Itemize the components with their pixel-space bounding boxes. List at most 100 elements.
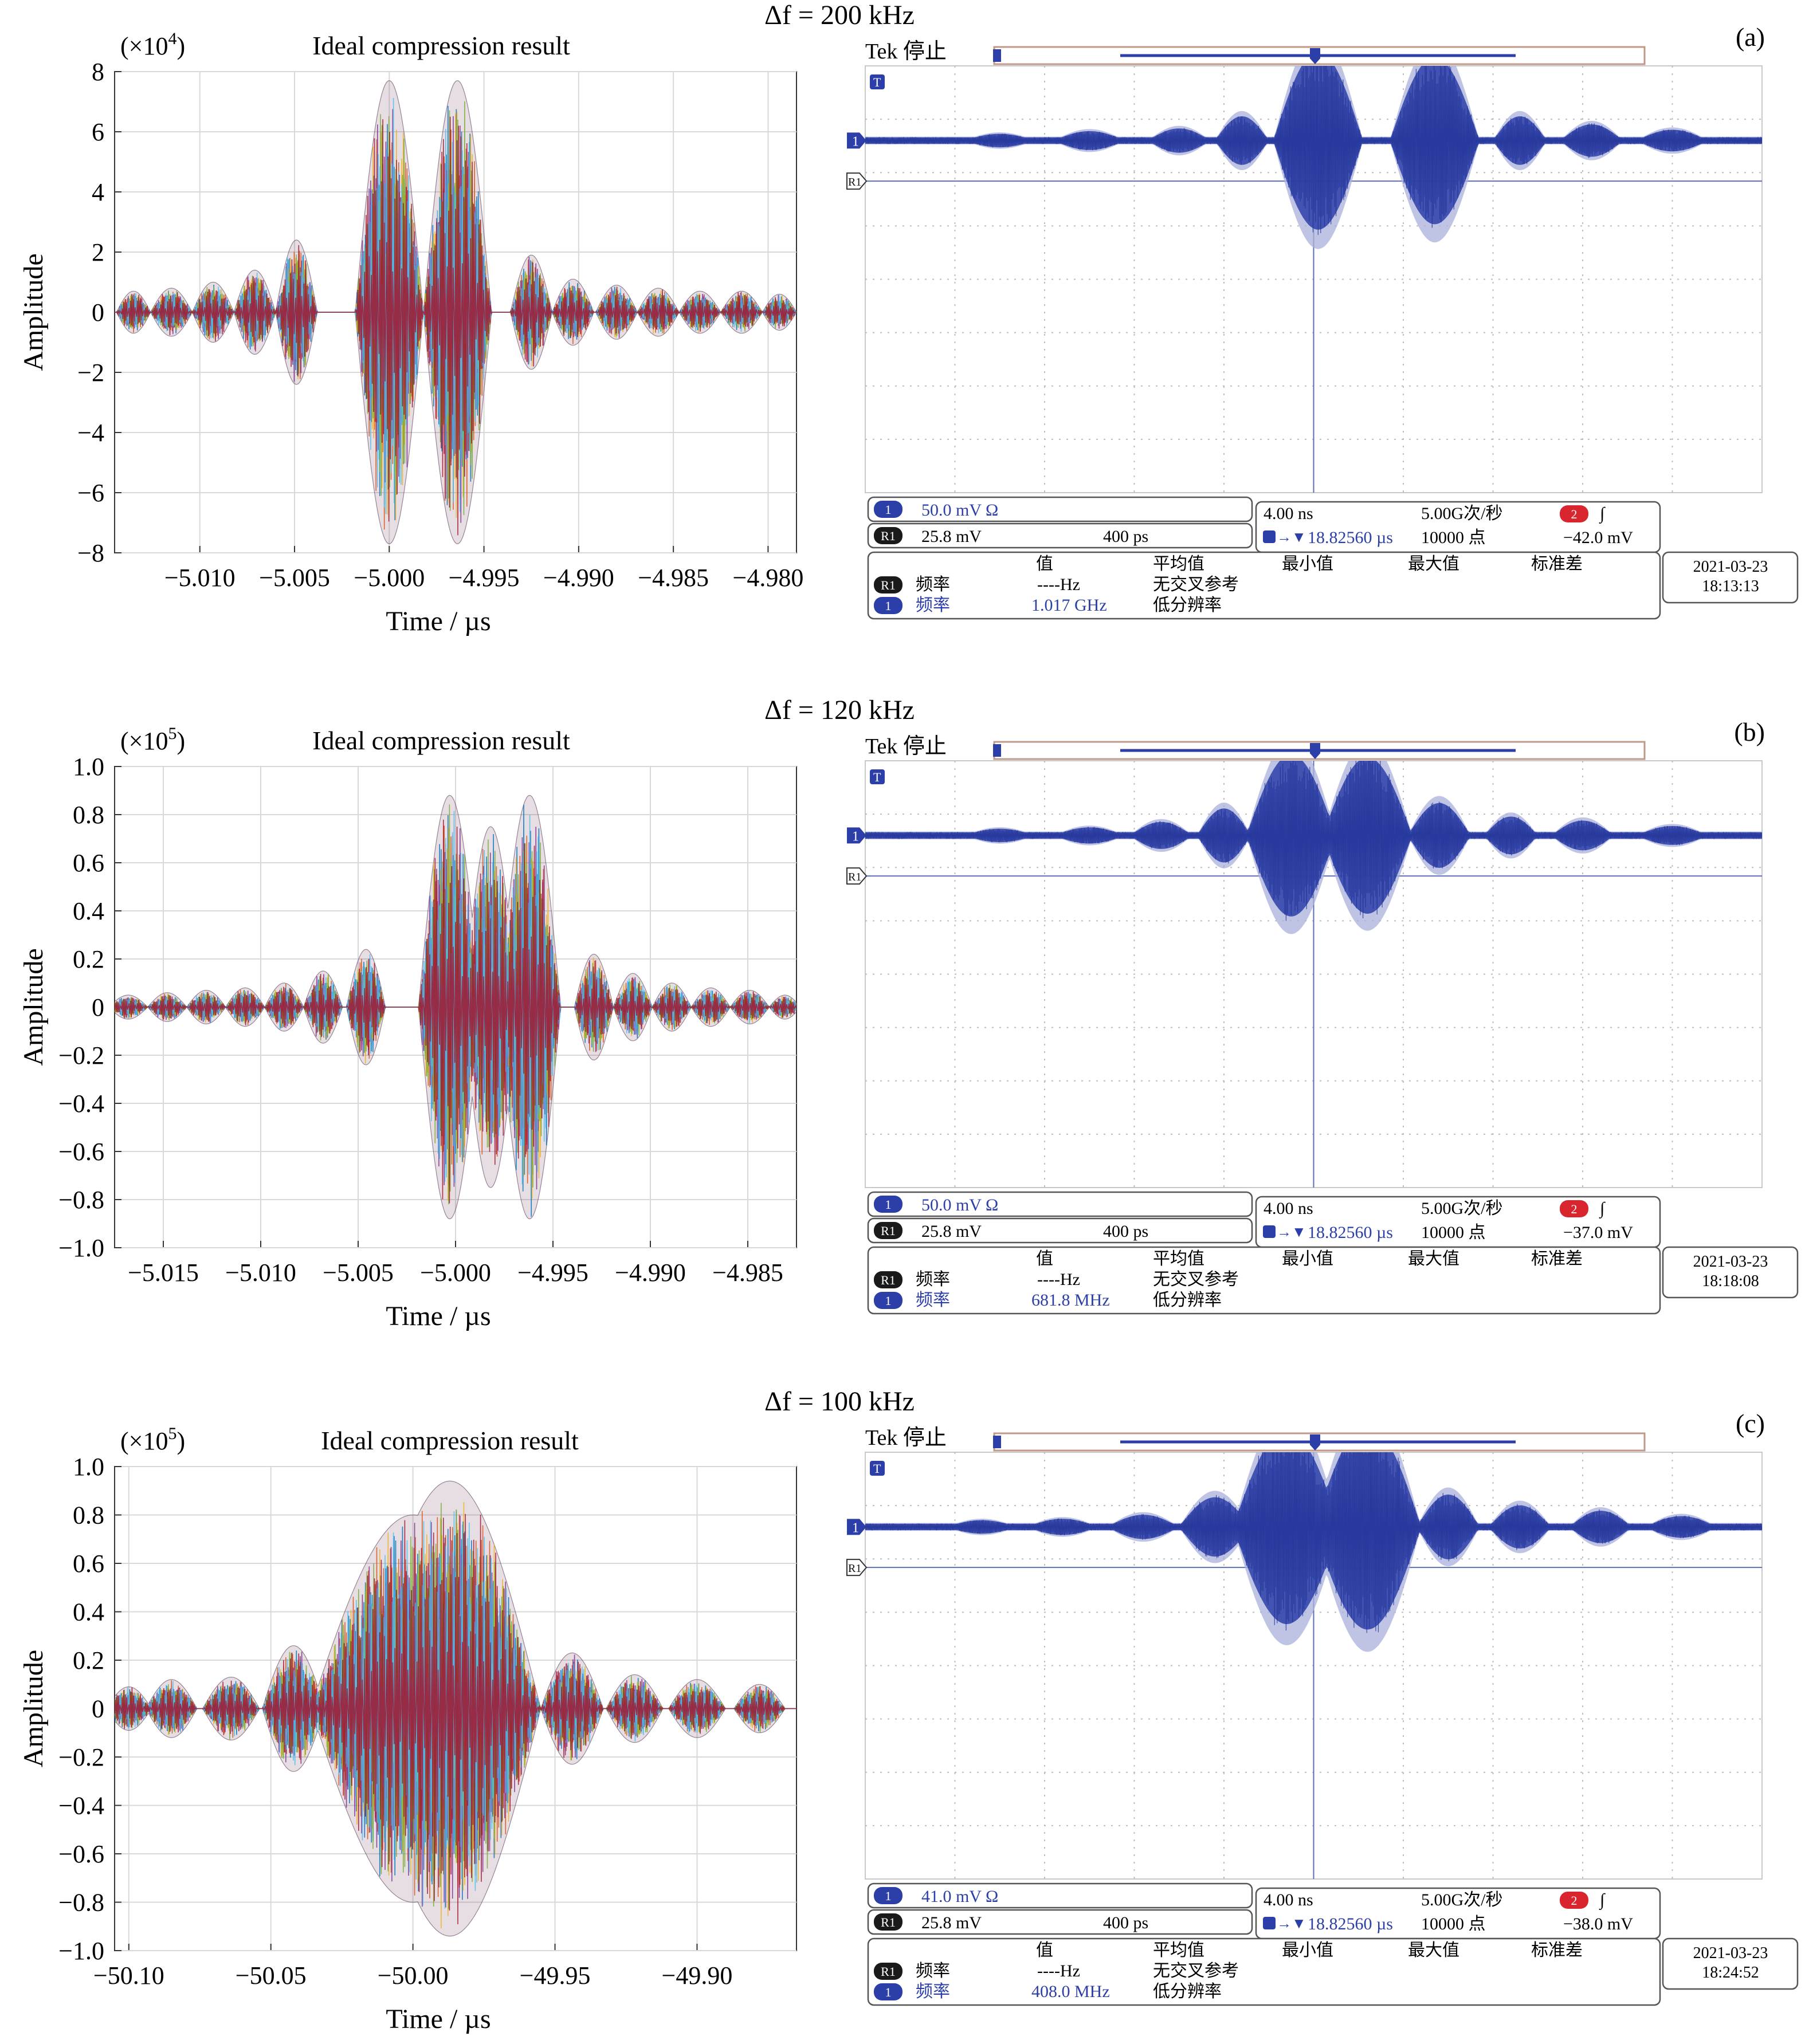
r1-time: 400 ps [1103, 1913, 1148, 1932]
ch1-waveform [865, 66, 1762, 249]
multiplier-exponent: 5 [168, 1424, 176, 1443]
meas-ch1-value: 1.017 GHz [1031, 596, 1107, 615]
oscilloscope-screen: Tek 停止 1 R1 T 1 R1 50.0 mV Ω 25.8 mV 400 ps 4.00 … [846, 40, 1799, 620]
tek-status: Tek 停止 [865, 1426, 947, 1450]
ch1-level-marker [847, 827, 866, 844]
r1-marker-glyph: R1 [848, 1562, 861, 1575]
meas-ch1-badge [874, 1983, 902, 2000]
r1-marker-glyph: R1 [848, 871, 861, 883]
panel-a: Δf = 200 kHz(a)−5.010 −5.005 −5.000 −4.995−… [18, 0, 1799, 636]
y-tick-label: 0.8 [73, 801, 104, 829]
y-tick-label: 8 [92, 58, 104, 86]
ch1-level-marker [847, 1519, 866, 1535]
r1-badge-glyph: R1 [881, 1915, 896, 1929]
sample-rate: 5.00G次/秒 [1421, 1199, 1503, 1218]
meas-r1-note: 无交叉参考 [1153, 575, 1239, 594]
trigger-position-marker [1310, 743, 1320, 759]
y-axis-label: Amplitude [18, 948, 49, 1066]
r1-time: 400 ps [1103, 527, 1148, 546]
r1-scale: 25.8 mV [921, 1913, 982, 1932]
record-length: 10000 点 [1421, 1915, 1486, 1933]
multiplier-base: (×10 [120, 727, 168, 755]
ch1-scale: 50.0 mV Ω [921, 501, 998, 520]
meas-ch1-value: 681.8 MHz [1031, 1291, 1110, 1310]
r1-badge-glyph: R1 [881, 529, 896, 543]
panel-letter: (c) [1736, 1409, 1765, 1438]
ch1-scale: 50.0 mV Ω [921, 1196, 998, 1214]
scale-multiplier: (×105) [120, 724, 185, 755]
tek-status: Tek 停止 [865, 40, 947, 64]
ch1-badge-glyph: 1 [885, 502, 892, 517]
record-length: 10000 点 [1421, 528, 1486, 547]
scale-multiplier: (×104) [120, 29, 185, 60]
trigger-position-marker [1310, 48, 1320, 64]
datetime-box [1662, 551, 1799, 604]
scope-date: 2021-03-23 [1693, 558, 1768, 576]
x-tick-label: −49.95 [520, 1962, 591, 1990]
r1-badge-glyph: R1 [881, 1224, 896, 1238]
scope-date: 2021-03-23 [1693, 1253, 1768, 1271]
measurement-box [867, 1937, 1661, 2006]
datetime-box [1662, 1246, 1799, 1299]
ch1-badge [874, 501, 902, 518]
datetime-box [1662, 1937, 1799, 1990]
trigger-marker-glyph: T [873, 1461, 881, 1476]
ch2-badge [1560, 505, 1588, 522]
panel-letter: (b) [1734, 717, 1765, 746]
meas-ch1-value: 408.0 MHz [1031, 1982, 1110, 2001]
x-tick-label: −50.10 [93, 1962, 164, 1990]
trigger-marker-glyph: T [873, 770, 881, 784]
trigger-arrow-icon: →▼ [1277, 1915, 1306, 1932]
trigger-position: 18.82560 µs [1308, 528, 1393, 547]
oscilloscope-screen: Tek 停止 1 R1 T 1 R1 50.0 mV Ω 25.8 mV 400 ps 4.00 … [846, 734, 1799, 1315]
panel-b: Δf = 120 kHz(b)−5.015 −5.010 −5.005 −5.000−… [18, 695, 1799, 1331]
r1-level-marker [846, 867, 868, 885]
timebase: 4.00 ns [1264, 504, 1313, 523]
delta-f-label: Δf = 100 kHz [764, 1386, 915, 1417]
ideal-chart: −50.10 −50.05 −50.00 −49.95 −49.90 1.0 0.8 0.6 0… [18, 1424, 797, 2034]
meas-ch1-badge-glyph: 1 [885, 1985, 892, 1999]
ch1-marker-glyph: 1 [852, 134, 859, 149]
y-tick-label: −1.0 [58, 1937, 104, 1965]
measurement-header: 平均值 [1153, 1941, 1204, 1960]
y-tick-label: 0.8 [73, 1501, 104, 1530]
trigger-position-marker [1310, 1434, 1320, 1451]
x-tick-label: −5.000 [420, 1259, 491, 1287]
measurement-header: 最大值 [1408, 555, 1459, 573]
timebase: 4.00 ns [1264, 1199, 1313, 1218]
scale-multiplier: (×105) [120, 1424, 185, 1455]
ch2-badge [1560, 1892, 1588, 1909]
oscilloscope-screen: Tek 停止 1 R1 T 1 R1 41.0 mV Ω 25.8 mV 400 ps 4.00 … [846, 1426, 1799, 2006]
x-tick-label: −4.995 [449, 564, 520, 592]
trigger-position: 18.82560 µs [1308, 1223, 1393, 1242]
meas-r1-label: 频率 [916, 575, 950, 594]
x-tick-label: −4.990 [615, 1259, 686, 1287]
meas-ch1-label: 频率 [916, 596, 950, 615]
y-axis-label: Amplitude [18, 1650, 49, 1767]
trigger-level: −37.0 mV [1563, 1223, 1633, 1242]
measurement-header: 值 [1036, 1941, 1053, 1960]
ideal-trace [115, 80, 796, 544]
r1-scale: 25.8 mV [921, 527, 982, 546]
panel-letter: (a) [1736, 22, 1765, 52]
x-tick-label: −4.995 [517, 1259, 588, 1287]
multiplier-exponent: 5 [168, 724, 176, 743]
y-tick-label: 4 [92, 178, 104, 206]
delta-f-label: Δf = 120 kHz [764, 695, 915, 725]
trigger-position: 18.82560 µs [1308, 1915, 1393, 1933]
measurement-box [867, 551, 1661, 620]
trigger-pos-icon [1263, 1917, 1276, 1929]
ch1-waveform [865, 761, 1762, 934]
r1-level-marker [846, 1559, 868, 1577]
record-length: 10000 点 [1421, 1223, 1486, 1242]
y-tick-label: 0 [92, 993, 104, 1021]
meas-r1-badge [874, 576, 902, 593]
ideal-trace [115, 795, 796, 1220]
y-tick-label: −0.6 [58, 1138, 104, 1166]
timebase: 4.00 ns [1264, 1890, 1313, 1909]
y-tick-label: 0 [92, 1695, 104, 1723]
trigger-marker [870, 74, 885, 89]
y-tick-label: 1.0 [73, 753, 104, 781]
r1-badge [874, 1222, 902, 1239]
x-tick-label: −5.010 [225, 1259, 296, 1287]
